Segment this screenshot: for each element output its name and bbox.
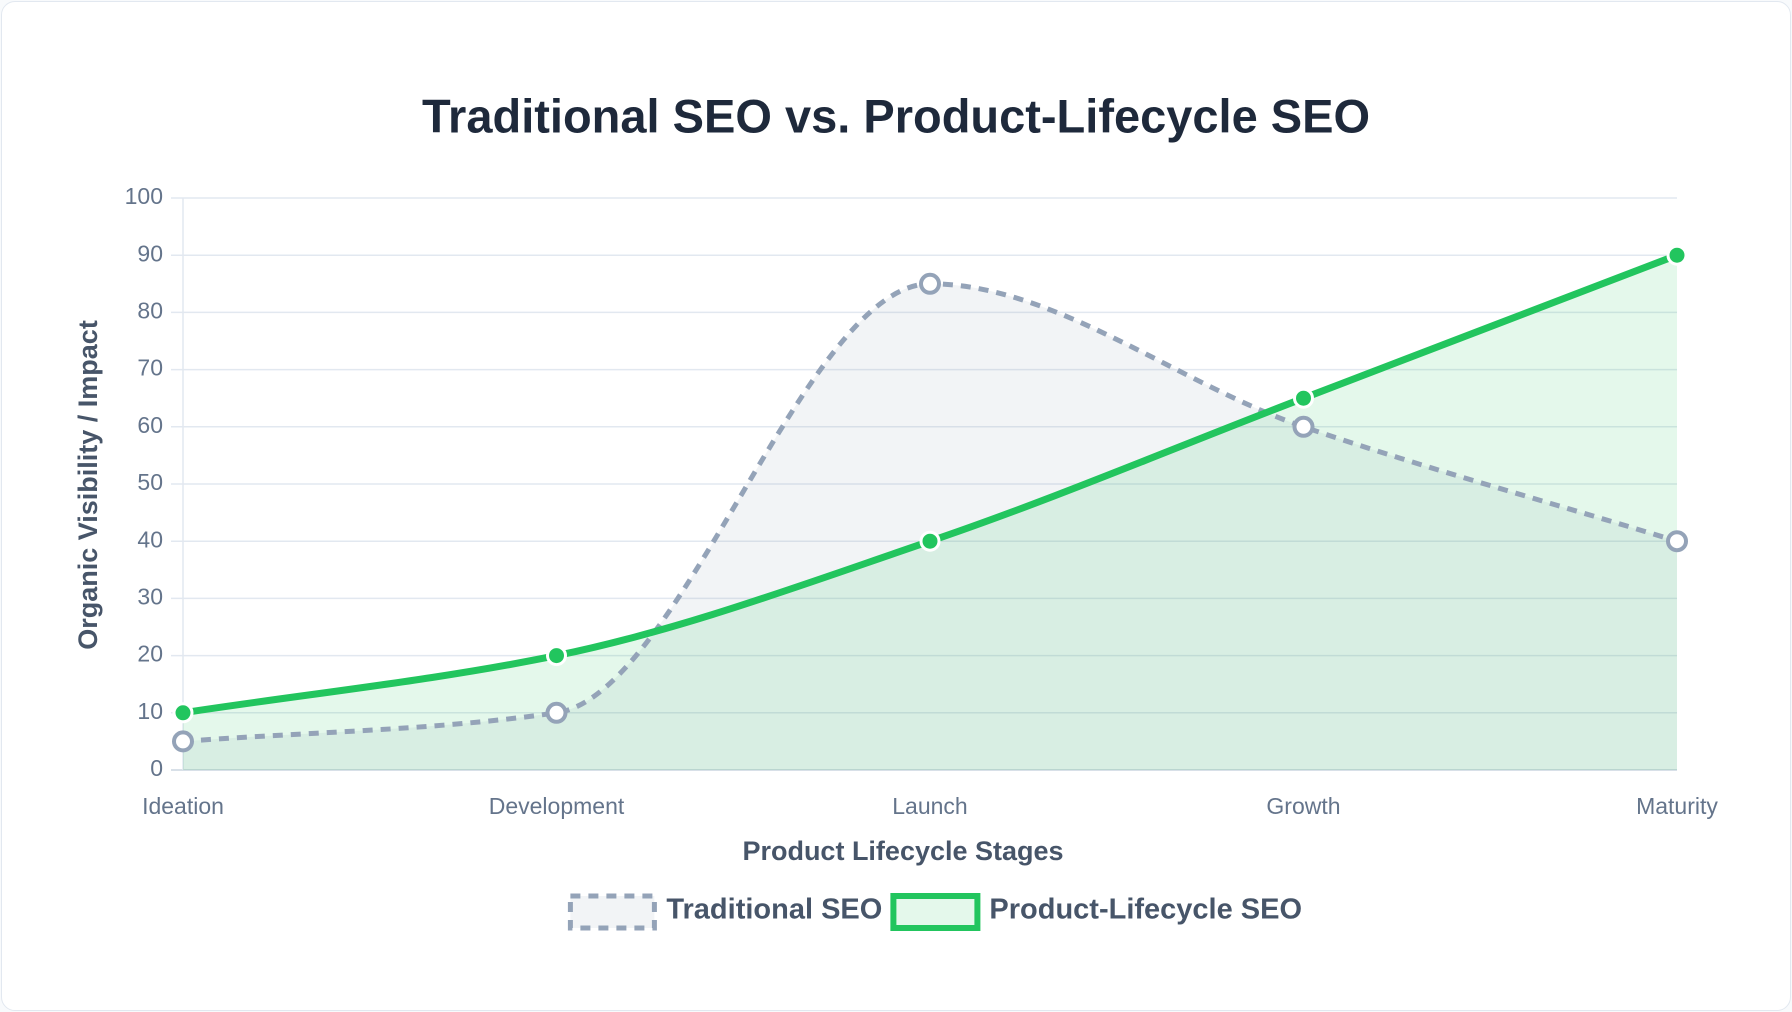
- y-tick-label: 80: [137, 297, 163, 323]
- point: [919, 530, 941, 552]
- y-tick-label: 100: [125, 183, 163, 209]
- y-tick-label: 20: [137, 641, 163, 667]
- point: [1666, 530, 1688, 553]
- y-tick-label: 10: [137, 698, 163, 724]
- y-axis-title: Organic Visibility / Impact: [73, 320, 103, 650]
- x-tick-label: Growth: [1266, 793, 1340, 819]
- x-tick-label: Maturity: [1636, 793, 1718, 819]
- chart-title: Traditional SEO vs. Product-Lifecycle SE…: [422, 89, 1370, 142]
- area: [183, 283, 1677, 770]
- y-tick-label: 70: [137, 355, 163, 381]
- point: [545, 701, 568, 724]
- line: [182, 281, 1678, 744]
- point: [919, 272, 941, 295]
- area: [183, 255, 1677, 770]
- y-tick-label: 40: [137, 526, 163, 552]
- y-tick-label: 0: [150, 755, 163, 781]
- y-tick-label: 90: [137, 240, 163, 266]
- x-tick-label: Development: [489, 793, 625, 819]
- x-tick-label: Launch: [892, 793, 967, 819]
- point: [546, 645, 567, 667]
- x-tick-label: Ideation: [142, 793, 224, 819]
- x-axis-title: Product Lifecycle Stages: [742, 836, 1063, 866]
- legend-label[interactable]: Traditional SEO: [666, 894, 882, 926]
- legend-label[interactable]: Product-Lifecycle SEO: [989, 894, 1302, 926]
- point: [172, 730, 194, 753]
- point: [1666, 244, 1688, 266]
- legend-swatch[interactable]: [890, 893, 981, 931]
- y-tick-label: 30: [137, 583, 163, 609]
- y-tick-label: 60: [137, 412, 163, 438]
- y-tick-label: 50: [137, 469, 163, 495]
- point: [172, 702, 194, 724]
- point: [1292, 415, 1315, 438]
- legend-swatch[interactable]: [567, 893, 657, 931]
- point: [1293, 387, 1314, 409]
